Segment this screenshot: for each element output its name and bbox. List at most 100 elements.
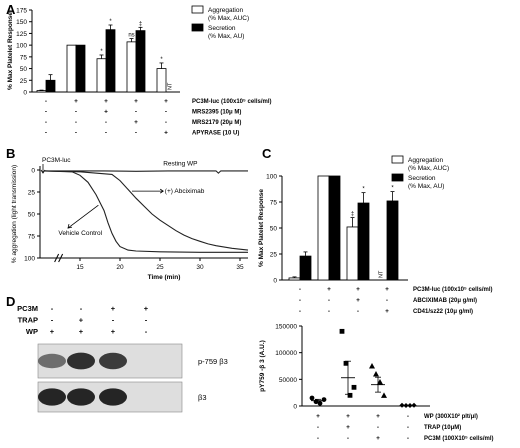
blot-condition-mark: +: [79, 316, 84, 325]
y-axis-label: % Max Platelet Response: [7, 12, 14, 90]
blot-condition-mark: -: [51, 304, 54, 313]
y-tick-label: 100: [24, 256, 35, 263]
condition-mark: -: [347, 435, 349, 442]
condition-mark: -: [135, 109, 137, 116]
legend-label: Secretion: [408, 175, 436, 182]
condition-label: CD41/sz22 (10μ g/ml): [413, 309, 473, 315]
panel-d-letter: D: [6, 294, 15, 309]
data-point: [377, 379, 383, 385]
y-tick-label: 25: [28, 190, 36, 197]
blot-condition-label: PC3M: [17, 304, 38, 313]
blot-condition-mark: -: [80, 304, 83, 313]
significance-mark: *: [109, 19, 112, 25]
condition-mark: -: [407, 424, 409, 431]
y-tick-label: 100: [16, 43, 27, 50]
annotation-arrowhead: [159, 188, 164, 194]
blot-band: [38, 353, 66, 369]
condition-mark: -: [165, 119, 167, 126]
legend-swatch: [391, 155, 404, 164]
series-label: Vehicle Control: [58, 230, 102, 237]
x-tick-label: 30: [196, 264, 204, 271]
data-point: [373, 371, 379, 377]
condition-mark: +: [376, 413, 380, 420]
secretion-bar: [135, 30, 146, 93]
data-point: [369, 363, 375, 369]
blot-band: [99, 352, 127, 370]
y-tick-label: 75: [20, 54, 28, 61]
blot-band: [67, 352, 95, 370]
aggregation-bar: [126, 41, 137, 93]
panel-c-letter: C: [262, 146, 272, 161]
condition-mark: +: [385, 286, 389, 293]
condition-mark: +: [385, 308, 389, 315]
blot-condition-mark: -: [145, 327, 148, 336]
panel-a-letter: A: [6, 2, 16, 17]
y-tick-label: 0: [273, 278, 277, 285]
y-axis-label: % Max Platelet Response: [258, 189, 265, 267]
condition-mark: -: [135, 130, 137, 137]
series-label: Resting WP: [163, 161, 197, 168]
y-tick-label: 0: [23, 90, 27, 97]
condition-mark: +: [376, 435, 380, 442]
data-point: [347, 392, 353, 398]
condition-mark: +: [104, 98, 108, 105]
condition-mark: -: [75, 119, 77, 126]
y-tick-label: 50: [28, 212, 36, 219]
data-point: [351, 384, 357, 390]
significance-mark: *: [160, 57, 163, 63]
condition-mark: +: [134, 98, 138, 105]
condition-mark: -: [317, 435, 319, 442]
data-point: [339, 328, 345, 334]
aggregation-bar: [346, 226, 359, 281]
blot-condition-mark: -: [112, 316, 115, 325]
condition-mark: -: [407, 435, 409, 442]
legend-label: Aggregation: [208, 7, 243, 14]
condition-mark: -: [299, 297, 301, 304]
condition-mark: -: [45, 119, 47, 126]
aggregation-bar: [156, 68, 167, 93]
condition-label: PC3M-luc (100x10⁵ cells/ml): [413, 287, 493, 293]
condition-mark: +: [356, 286, 360, 293]
x-axis-label: Time (min): [148, 274, 181, 281]
condition-mark: +: [356, 297, 360, 304]
blot-band: [38, 388, 66, 406]
legend-sublabel: (% Max, AUC): [408, 165, 449, 172]
condition-mark: -: [328, 308, 330, 315]
condition-mark: -: [299, 286, 301, 293]
condition-mark: -: [105, 119, 107, 126]
y-tick-label: 25: [270, 252, 278, 259]
blot-condition-mark: +: [79, 327, 84, 336]
legend-label: Aggregation: [408, 157, 443, 164]
y-tick-label: 100000: [275, 350, 297, 357]
condition-label: MRS2179 (20μ M): [192, 120, 241, 126]
not-tested-label: NT: [168, 82, 174, 90]
series-line: [43, 170, 248, 253]
aggregation-bar: [96, 58, 107, 93]
y-tick-label: 100: [266, 174, 277, 181]
legend-swatch: [191, 23, 204, 32]
significance-mark: ‡: [351, 212, 354, 218]
blot-condition-mark: +: [50, 327, 55, 336]
x-tick-label: 25: [156, 264, 164, 271]
blot-band: [67, 388, 95, 406]
condition-mark: -: [357, 308, 359, 315]
y-tick-label: 150: [16, 19, 27, 26]
blot-condition-mark: +: [111, 304, 116, 313]
condition-mark: -: [75, 109, 77, 116]
aggregation-bar: [317, 175, 330, 281]
annotation-arrowhead: [67, 223, 73, 229]
blot-band: [99, 388, 127, 406]
blot-condition-label: WP: [26, 327, 38, 336]
condition-mark: -: [45, 98, 47, 105]
axis-break-mark: [54, 253, 60, 263]
y-tick-label: 25: [20, 78, 28, 85]
not-tested-label: NT: [379, 270, 385, 278]
condition-mark: -: [45, 109, 47, 116]
blot-condition-mark: -: [145, 316, 148, 325]
condition-mark: -: [407, 413, 409, 420]
annotation-arrow: [67, 204, 99, 229]
legend-swatch: [391, 173, 404, 182]
blot-condition-label: TRAP: [18, 316, 38, 325]
panel-b-line-chart: 0 25 50 75 100 15 20 25 30 35 Time (min) % aggregat…: [11, 157, 249, 281]
blot-condition-mark: +: [144, 304, 149, 313]
